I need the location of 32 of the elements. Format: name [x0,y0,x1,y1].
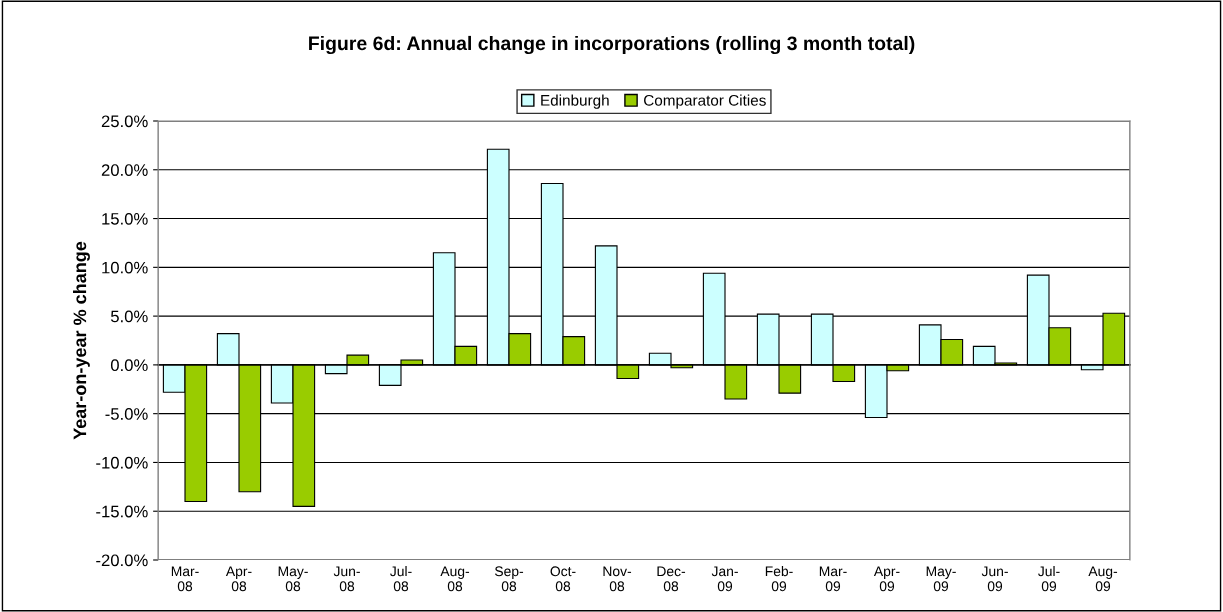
x-tick-label: Dec-08 [657,566,686,592]
x-tick-label: May-09 [926,566,956,592]
x-tick-label: Apr-08 [225,566,252,592]
x-tick-label: Jul-08 [390,566,412,592]
y-tick-label: -5.0% [105,408,148,420]
y-tick-label: 5.0% [110,310,148,323]
x-tick-label: Aug-08 [440,566,470,592]
chart-title: Figure 6d: Annual change in incorporations (rolling 3 month total) [309,35,915,55]
x-tick-label: Feb-09 [765,566,793,592]
x-tick-label: Oct-08 [550,566,576,592]
x-tick-label: Apr-09 [873,566,900,592]
y-tick-label: 15.0% [102,212,148,225]
x-tick-label: Jun-09 [981,566,1008,592]
x-tick-label: Mar-09 [819,566,847,592]
x-tick-label: Jun-08 [333,566,360,592]
x-tick-label: Jul-09 [1038,566,1060,592]
legend-label: Comparator Cities [644,94,766,109]
y-tick-label: 20.0% [101,164,148,176]
x-tick-label: May-08 [278,566,308,592]
x-tick-label: Mar-08 [171,566,199,592]
x-tick-label: Jan-09 [711,566,738,592]
y-tick-label: 10.0% [102,261,148,274]
y-axis-title: Year-on-year % change [73,241,90,440]
x-tick-label: Sep-08 [494,566,524,592]
y-tick-label: 25.0% [101,115,148,128]
y-tick-label: 0.0% [110,359,148,372]
x-tick-label: Nov-08 [603,566,632,592]
y-tick-label: -15.0% [96,505,148,518]
x-tick-label: Aug-09 [1088,566,1118,592]
y-tick-label: -10.0% [96,456,148,469]
y-tick-label: -20.0% [96,554,148,567]
legend-label: Edinburgh [541,94,609,109]
